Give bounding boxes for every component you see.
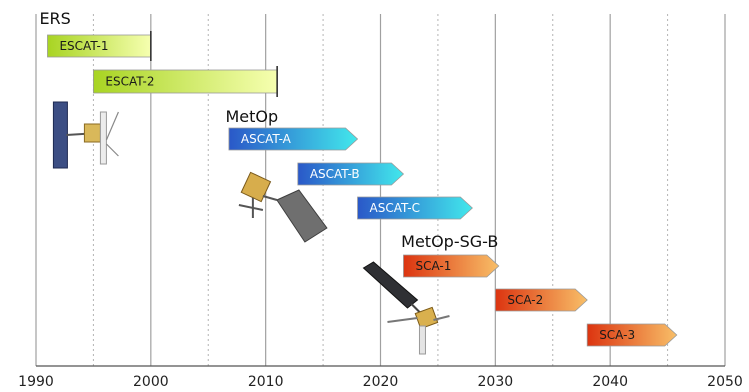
mission-bar-shape [228,127,359,151]
mission-bar: ASCAT-B [297,162,405,186]
solar-panel [52,101,68,169]
antenna [418,325,426,355]
mission-bar-label: ESCAT-2 [105,75,154,89]
x-tick-label: 2050 [707,374,743,390]
mission-bar-label: ASCAT-B [310,167,360,181]
x-tick-label: 2020 [363,374,399,390]
antenna-boom [433,315,450,321]
x-tick-label: 1990 [18,374,54,390]
group-label: ERS [39,9,70,28]
mission-bar-label: ESCAT-1 [59,39,108,53]
satellite-body [83,123,101,143]
mission-bar: ASCAT-A [228,127,359,151]
mission-bar: ASCAT-C [357,196,473,220]
group-label: MetOp-SG-B [401,232,498,251]
mission-bar-shape [586,323,678,347]
mission-bars: ESCAT-1 ESCAT-2 ASCAT-A ASCAT-B ASCAT-C SCA-1… [47,31,678,347]
mission-bar-label: SCA-3 [599,328,635,342]
mission-bar: SCA-1 [403,254,500,278]
mission-bar: SCA-2 [494,288,588,312]
x-tick-label: 2030 [478,374,514,390]
x-tick-label: 2040 [592,374,628,390]
grid [35,14,726,366]
satellite-body [240,171,272,203]
ers-satellite-illustration [52,101,119,169]
solar-panel [276,189,328,243]
antenna-boom [238,204,264,211]
mission-bar-label: ASCAT-C [370,201,420,215]
group-labels: ERS MetOp MetOp-SG-B [39,9,498,251]
mission-bar-shape [297,162,405,186]
boom [262,195,278,201]
satellite-illustrations [52,101,450,355]
mission-bar-shape [403,254,500,278]
antenna-boom [105,111,119,141]
mission-bar: SCA-3 [586,323,678,347]
solar-panel [362,261,419,309]
satellite-body [414,306,439,330]
mission-bar: ESCAT-1 [47,31,152,61]
mission-bar-shape [494,288,588,312]
antenna [99,111,107,165]
mission-bar-label: SCA-2 [507,293,543,307]
x-tick-label: 2010 [248,374,284,390]
mission-bar-shape [357,196,473,220]
x-tick-label: 2000 [133,374,169,390]
metop-sg-b-satellite-illustration [362,261,450,355]
group-label: MetOp [225,107,278,126]
antenna-boom [105,143,119,157]
antenna-boom [387,317,418,323]
metop-satellite-illustration [238,171,328,243]
mission-bar-label: SCA-1 [415,259,451,273]
x-axis: 1990 2000 2010 2020 2030 2040 2050 [18,365,743,390]
mission-bar-label: ASCAT-A [241,132,292,146]
mission-bar: ESCAT-2 [93,66,278,97]
